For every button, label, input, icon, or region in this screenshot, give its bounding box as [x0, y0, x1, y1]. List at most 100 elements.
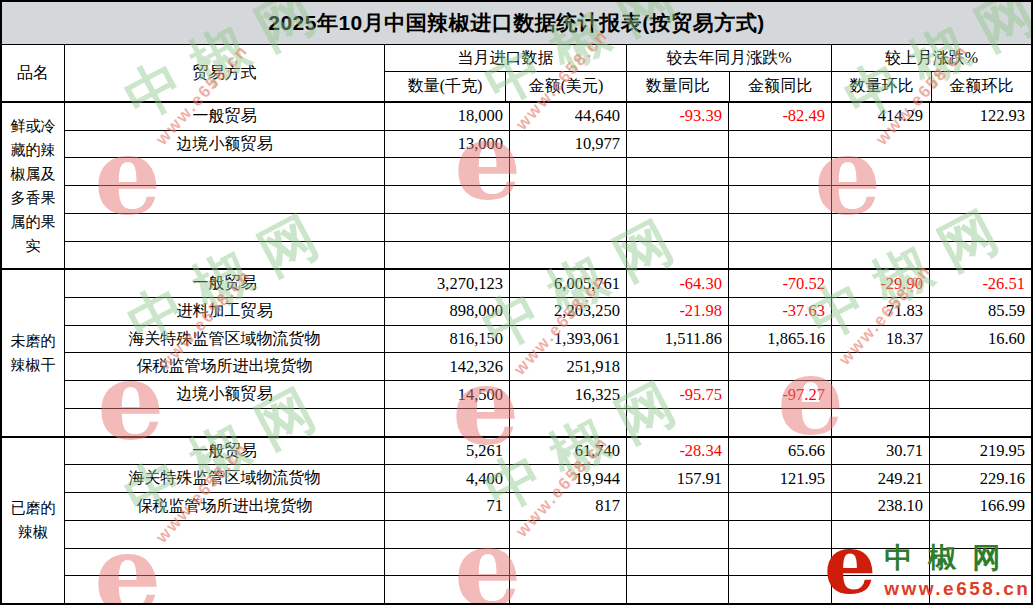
qty-yoy-cell: [627, 186, 729, 213]
amount-cell: 6,005,761: [510, 270, 627, 297]
qty-cell: [385, 242, 510, 269]
qty-yoy-cell: -21.98: [627, 298, 729, 325]
qty-cell: [385, 576, 510, 603]
amount-mom-cell: 85.59: [930, 298, 1031, 325]
product-name-cell: 鲜或冷藏的辣椒属及多香果属的果实: [2, 103, 65, 268]
trade-mode-cell: [65, 158, 385, 185]
trade-mode-cell: 边境小额贸易: [65, 131, 385, 158]
table-body: 鲜或冷藏的辣椒属及多香果属的果实 一般贸易 18,000 44,640 -93.…: [2, 103, 1031, 603]
col-header-trade-mode: 贸易方式: [65, 45, 385, 101]
col-group-current-month-label: 当月进口数据: [385, 45, 626, 72]
qty-yoy-cell: [627, 493, 729, 520]
qty-yoy-cell: [627, 353, 729, 380]
amount-cell: [510, 214, 627, 241]
table-row: 海关特殊监管区域物流货物 816,150 1,393,061 1,511.86 …: [65, 326, 1031, 354]
amount-mom-cell: [930, 353, 1031, 380]
qty-mom-cell: 249.21: [832, 465, 930, 492]
qty-yoy-cell: [627, 521, 729, 548]
trade-mode-cell: [65, 576, 385, 603]
trade-mode-cell: [65, 242, 385, 269]
amount-yoy-cell: [729, 214, 832, 241]
amount-yoy-cell: [729, 353, 832, 380]
table-row-empty: [65, 242, 1031, 269]
qty-yoy-cell: -95.75: [627, 381, 729, 408]
amount-mom-cell: [930, 242, 1031, 269]
amount-yoy-cell: -70.52: [729, 270, 832, 297]
qty-mom-cell: 18.37: [832, 326, 930, 353]
qty-yoy-cell: [627, 131, 729, 158]
qty-mom-cell: 30.71: [832, 438, 930, 465]
table-row: 海关特殊监管区域物流货物 4,400 19,944 157.91 121.95 …: [65, 465, 1031, 493]
table-row: 一般贸易 3,270,123 6,005,761 -64.30 -70.52 -…: [65, 270, 1031, 298]
qty-yoy-cell: 157.91: [627, 465, 729, 492]
col-header-amount-usd: 金额(美元): [506, 72, 626, 101]
qty-mom-cell: 71.83: [832, 298, 930, 325]
qty-cell: [385, 214, 510, 241]
qty-cell: 71: [385, 493, 510, 520]
amount-yoy-cell: -82.49: [729, 103, 832, 130]
qty-cell: 3,270,123: [385, 270, 510, 297]
product-group-dried-unground: 未磨的辣椒干 一般贸易 3,270,123 6,005,761 -64.30 -…: [2, 268, 1031, 435]
qty-yoy-cell: [627, 214, 729, 241]
trade-mode-cell: 保税监管场所进出境货物: [65, 493, 385, 520]
amount-cell: 251,918: [510, 353, 627, 380]
qty-mom-cell: [832, 186, 930, 213]
qty-cell: 14,500: [385, 381, 510, 408]
amount-cell: 19,944: [510, 465, 627, 492]
site-url: www.e658.cn: [884, 578, 1030, 600]
qty-yoy-cell: [627, 409, 729, 436]
product-group-fresh-chilled: 鲜或冷藏的辣椒属及多香果属的果实 一般贸易 18,000 44,640 -93.…: [2, 103, 1031, 268]
amount-yoy-cell: [729, 158, 832, 185]
trade-mode-cell: 一般贸易: [65, 438, 385, 465]
qty-yoy-cell: [627, 242, 729, 269]
amount-mom-cell: [930, 214, 1031, 241]
amount-yoy-cell: 121.95: [729, 465, 832, 492]
qty-yoy-cell: -93.39: [627, 103, 729, 130]
qty-mom-cell: [832, 131, 930, 158]
site-logo: e 中椒网 www.e658.cn: [824, 533, 1030, 600]
col-header-amount-mom: 金额环比: [932, 72, 1031, 101]
col-group-current-month: 当月进口数据 数量(千克) 金额(美元): [385, 45, 627, 101]
trade-mode-cell: 边境小额贸易: [65, 381, 385, 408]
amount-yoy-cell: [729, 131, 832, 158]
table-row: 保税监管场所进出境货物 71 817 238.10 166.99: [65, 493, 1031, 521]
amount-cell: [510, 521, 627, 548]
qty-cell: [385, 186, 510, 213]
qty-mom-cell: -29.90: [832, 270, 930, 297]
amount-cell: 2,203,250: [510, 298, 627, 325]
trade-mode-cell: 海关特殊监管区域物流货物: [65, 326, 385, 353]
table-row-empty: [65, 186, 1031, 214]
qty-cell: [385, 549, 510, 576]
trade-mode-cell: 海关特殊监管区域物流货物: [65, 465, 385, 492]
amount-cell: [510, 186, 627, 213]
trade-mode-cell: 保税监管场所进出境货物: [65, 353, 385, 380]
qty-cell: [385, 158, 510, 185]
table-row: 保税监管场所进出境货物 142,326 251,918: [65, 353, 1031, 381]
qty-cell: 816,150: [385, 326, 510, 353]
qty-cell: 5,261: [385, 438, 510, 465]
amount-mom-cell: 219.95: [930, 438, 1031, 465]
amount-cell: 817: [510, 493, 627, 520]
qty-mom-cell: [832, 353, 930, 380]
amount-cell: [510, 158, 627, 185]
report-sheet: 2025年10月中国辣椒进口数据统计报表(按贸易方式) 品名 贸易方式 当月进口…: [0, 0, 1033, 605]
amount-yoy-cell: [729, 521, 832, 548]
amount-mom-cell: [930, 409, 1031, 436]
trade-mode-cell: [65, 549, 385, 576]
amount-yoy-cell: -97.27: [729, 381, 832, 408]
qty-yoy-cell: -64.30: [627, 270, 729, 297]
amount-mom-cell: [930, 158, 1031, 185]
qty-cell: 18,000: [385, 103, 510, 130]
qty-cell: [385, 409, 510, 436]
amount-yoy-cell: [729, 493, 832, 520]
qty-yoy-cell: [627, 549, 729, 576]
qty-mom-cell: [832, 214, 930, 241]
qty-mom-cell: [832, 158, 930, 185]
table-row: 边境小额贸易 14,500 16,325 -95.75 -97.27: [65, 381, 1031, 409]
amount-cell: 1,393,061: [510, 326, 627, 353]
qty-cell: 898,000: [385, 298, 510, 325]
amount-yoy-cell: [729, 549, 832, 576]
amount-yoy-cell: [729, 242, 832, 269]
trade-mode-cell: 一般贸易: [65, 103, 385, 130]
qty-yoy-cell: [627, 576, 729, 603]
